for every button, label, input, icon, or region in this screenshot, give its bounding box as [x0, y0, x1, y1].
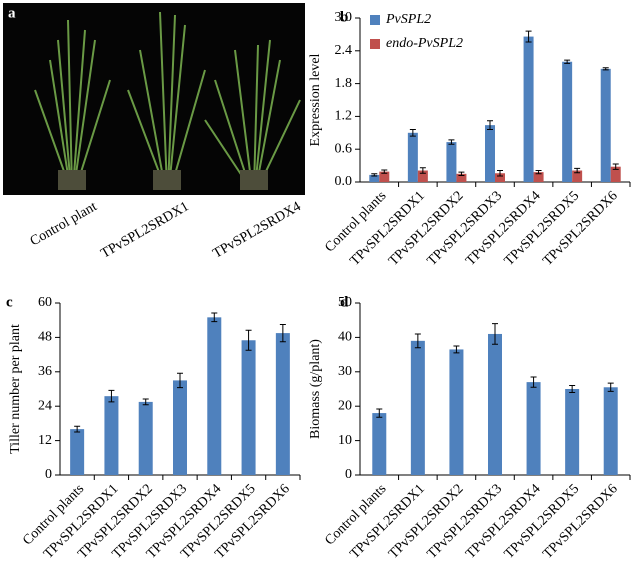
bar — [565, 389, 580, 475]
error-bar — [211, 312, 218, 323]
error-bar — [381, 169, 388, 174]
y-tick-label: 24 — [38, 398, 52, 413]
panel-label: a — [8, 5, 16, 21]
bar — [104, 396, 119, 475]
panel-label: d — [340, 294, 349, 310]
bar — [610, 166, 621, 182]
error-bar — [409, 129, 416, 137]
error-bar — [487, 120, 493, 131]
error-bar — [177, 372, 183, 389]
error-bar — [569, 385, 576, 393]
y-tick-label: 1.2 — [335, 109, 353, 124]
bar — [446, 142, 457, 182]
error-bar — [414, 333, 421, 349]
y-tick-label: 1.8 — [335, 76, 353, 91]
error-bar — [448, 139, 455, 145]
bar — [241, 340, 256, 475]
bar — [379, 171, 390, 182]
error-bar — [525, 30, 532, 43]
y-tick-label: 3.0 — [335, 10, 353, 25]
bar — [572, 170, 583, 182]
bar — [372, 413, 387, 475]
bar — [495, 173, 505, 182]
y-axis-title: Biomass (g/plant) — [308, 339, 323, 439]
error-bar — [602, 67, 609, 71]
bar — [173, 380, 187, 475]
error-bar — [497, 170, 503, 177]
bar — [369, 174, 380, 182]
y-axis-title: Tiller number per plant — [8, 324, 23, 454]
photo: a Control plant TPvSPL2SRDX1 TPvSPL2SRDX… — [3, 3, 305, 262]
y-axis-title: Expression level — [308, 53, 323, 146]
photo-label: Control plant — [28, 199, 100, 249]
error-bar — [376, 408, 383, 418]
bar — [533, 172, 544, 182]
error-bar — [574, 167, 581, 174]
bar — [603, 387, 618, 475]
bar — [138, 401, 153, 475]
legend-swatch — [370, 39, 380, 49]
legend-swatch — [370, 15, 380, 25]
y-tick-label: 36 — [38, 364, 52, 379]
panel-label: b — [340, 9, 348, 25]
bar — [410, 340, 425, 475]
photo-label: TPvSPL2SRDX4 — [211, 199, 304, 261]
bar — [526, 382, 541, 475]
error-bar — [607, 382, 614, 392]
bar — [488, 333, 502, 475]
y-tick-label: 0 — [45, 467, 52, 482]
bar — [417, 170, 428, 182]
plant — [34, 11, 301, 189]
y-tick-label: 0.0 — [335, 174, 353, 189]
y-tick-label: 10 — [338, 433, 352, 448]
y-tick-label: 0.6 — [335, 141, 353, 156]
error-bar — [458, 171, 465, 176]
error-bar — [245, 329, 252, 351]
panel-label: c — [6, 294, 13, 310]
pot — [58, 170, 86, 190]
y-tick-label: 50 — [338, 295, 352, 310]
error-bar — [453, 345, 460, 354]
error-bar — [612, 163, 619, 170]
bar — [485, 125, 495, 182]
legend-label: PvSPL2 — [385, 12, 431, 27]
y-tick-label: 20 — [338, 398, 352, 413]
pot — [153, 170, 181, 190]
error-bar — [535, 170, 542, 175]
bar — [407, 132, 418, 182]
pot — [240, 170, 268, 190]
y-tick-label: 30 — [338, 364, 352, 379]
y-tick-label: 12 — [38, 433, 52, 448]
bar — [207, 317, 222, 475]
error-bar — [419, 167, 426, 174]
error-bar — [142, 398, 149, 406]
error-bar — [371, 173, 378, 177]
bar — [70, 429, 85, 475]
error-bar — [279, 324, 286, 343]
y-tick-label: 40 — [338, 330, 352, 345]
error-bar — [108, 389, 115, 403]
y-tick-label: 60 — [38, 295, 52, 310]
error-bar — [492, 323, 498, 345]
y-tick-label: 48 — [38, 330, 52, 345]
error-bar — [564, 59, 571, 64]
bar — [562, 61, 573, 182]
bar — [600, 68, 611, 182]
error-bar — [74, 425, 81, 433]
bar — [275, 333, 290, 475]
y-tick-label: 0 — [345, 467, 352, 482]
y-tick-label: 2.4 — [335, 43, 353, 58]
legend-label: endo-PvSPL2 — [386, 36, 463, 51]
bar — [456, 173, 467, 182]
error-bar — [530, 376, 537, 388]
photo-label: TPvSPL2SRDX1 — [99, 199, 192, 261]
bar — [523, 36, 534, 182]
bar — [449, 349, 464, 475]
